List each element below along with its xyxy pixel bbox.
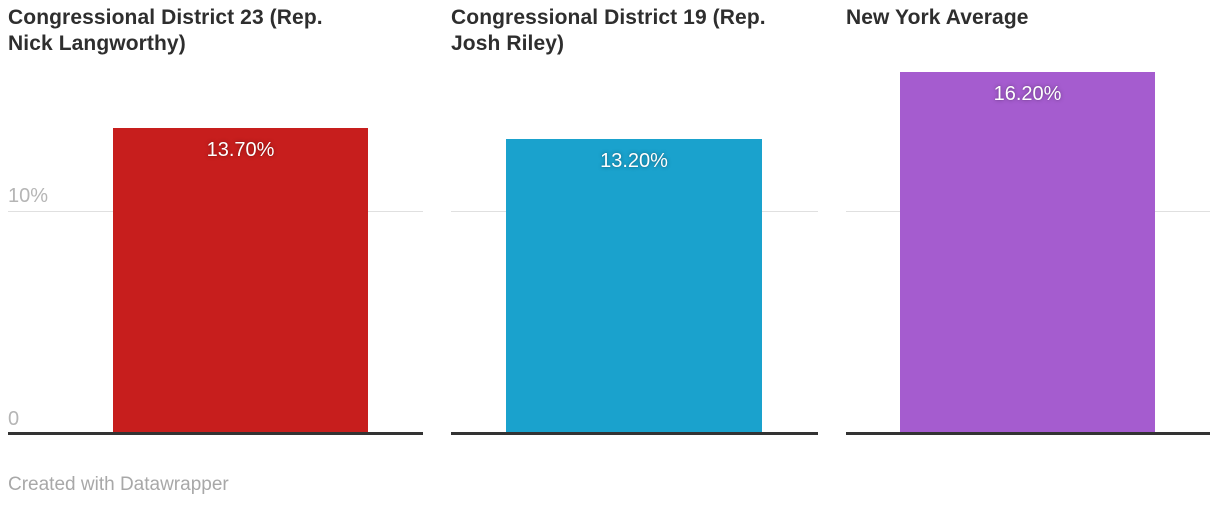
y-axis-tick-zero: 0 — [8, 408, 20, 430]
panel-title-district-19: Congressional District 19 (Rep. Josh Ril… — [451, 6, 766, 55]
panel-district-19: Congressional District 19 (Rep. Josh Ril… — [451, 0, 818, 435]
panel-title-ny-average: New York Average — [846, 6, 1029, 29]
bar-ny-average[interactable]: 16.20% — [900, 71, 1155, 434]
bar-district-23[interactable]: 13.70% — [113, 127, 368, 434]
panel-district-23: Congressional District 23 (Rep. Nick Lan… — [8, 0, 423, 435]
panel-ny-average: New York Average 16.20% — [846, 0, 1210, 435]
x-axis-baseline — [451, 432, 818, 435]
bar-district-19[interactable]: 13.20% — [506, 139, 762, 434]
x-axis-baseline — [8, 432, 423, 435]
bar-value-label-district-19: 13.20% — [600, 150, 668, 172]
x-axis-baseline — [846, 432, 1210, 435]
bar-value-label-district-23: 13.70% — [206, 138, 275, 161]
panel-title-district-23: Congressional District 23 (Rep. Nick Lan… — [8, 6, 323, 55]
y-axis-tick-10-percent: 10% — [8, 185, 49, 207]
datawrapper-credit: Created with Datawrapper — [8, 474, 229, 495]
bar-value-label-ny-average: 16.20% — [993, 82, 1062, 105]
